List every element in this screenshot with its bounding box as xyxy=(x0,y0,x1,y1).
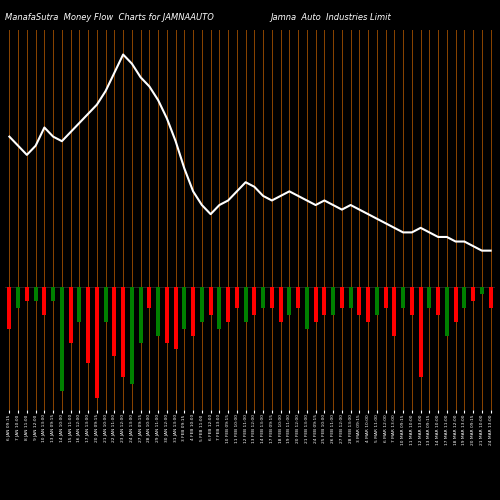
Bar xyxy=(392,288,396,336)
Bar xyxy=(366,288,370,322)
Text: Jamna  Auto  Industries Limit: Jamna Auto Industries Limit xyxy=(270,12,391,22)
Bar xyxy=(305,288,309,329)
Bar xyxy=(401,288,405,308)
Bar xyxy=(340,288,344,308)
Bar xyxy=(436,288,440,315)
Bar xyxy=(375,288,379,315)
Bar xyxy=(488,288,492,308)
Bar xyxy=(261,288,265,308)
Bar xyxy=(138,288,142,343)
Bar xyxy=(480,288,484,294)
Bar xyxy=(410,288,414,315)
Bar xyxy=(235,288,239,308)
Bar xyxy=(314,288,318,322)
Bar xyxy=(121,288,125,377)
Bar xyxy=(208,288,212,315)
Bar xyxy=(462,288,466,308)
Bar xyxy=(51,288,55,301)
Bar xyxy=(16,288,20,308)
Bar xyxy=(288,288,292,315)
Bar xyxy=(8,288,12,329)
Bar xyxy=(218,288,222,329)
Bar xyxy=(322,288,326,315)
Bar xyxy=(182,288,186,329)
Bar xyxy=(25,288,29,301)
Bar xyxy=(384,288,388,308)
Bar xyxy=(60,288,64,391)
Bar xyxy=(42,288,46,315)
Bar xyxy=(244,288,248,322)
Bar xyxy=(165,288,169,343)
Bar xyxy=(358,288,362,315)
Text: ManafaSutra  Money Flow  Charts for JAMNAAUTO: ManafaSutra Money Flow Charts for JAMNAA… xyxy=(5,12,214,22)
Bar xyxy=(270,288,274,308)
Bar xyxy=(34,288,38,301)
Bar xyxy=(331,288,335,315)
Bar xyxy=(428,288,432,308)
Bar xyxy=(471,288,475,301)
Bar xyxy=(95,288,99,398)
Bar xyxy=(278,288,282,322)
Bar xyxy=(226,288,230,322)
Bar xyxy=(418,288,422,377)
Bar xyxy=(148,288,152,308)
Bar xyxy=(296,288,300,308)
Bar xyxy=(156,288,160,336)
Bar xyxy=(200,288,204,322)
Bar xyxy=(112,288,116,356)
Bar xyxy=(68,288,72,343)
Bar xyxy=(86,288,90,364)
Bar xyxy=(78,288,82,322)
Bar xyxy=(130,288,134,384)
Bar xyxy=(191,288,195,336)
Bar xyxy=(104,288,108,322)
Bar xyxy=(454,288,458,322)
Bar xyxy=(445,288,449,336)
Bar xyxy=(348,288,352,308)
Bar xyxy=(252,288,256,315)
Bar xyxy=(174,288,178,350)
